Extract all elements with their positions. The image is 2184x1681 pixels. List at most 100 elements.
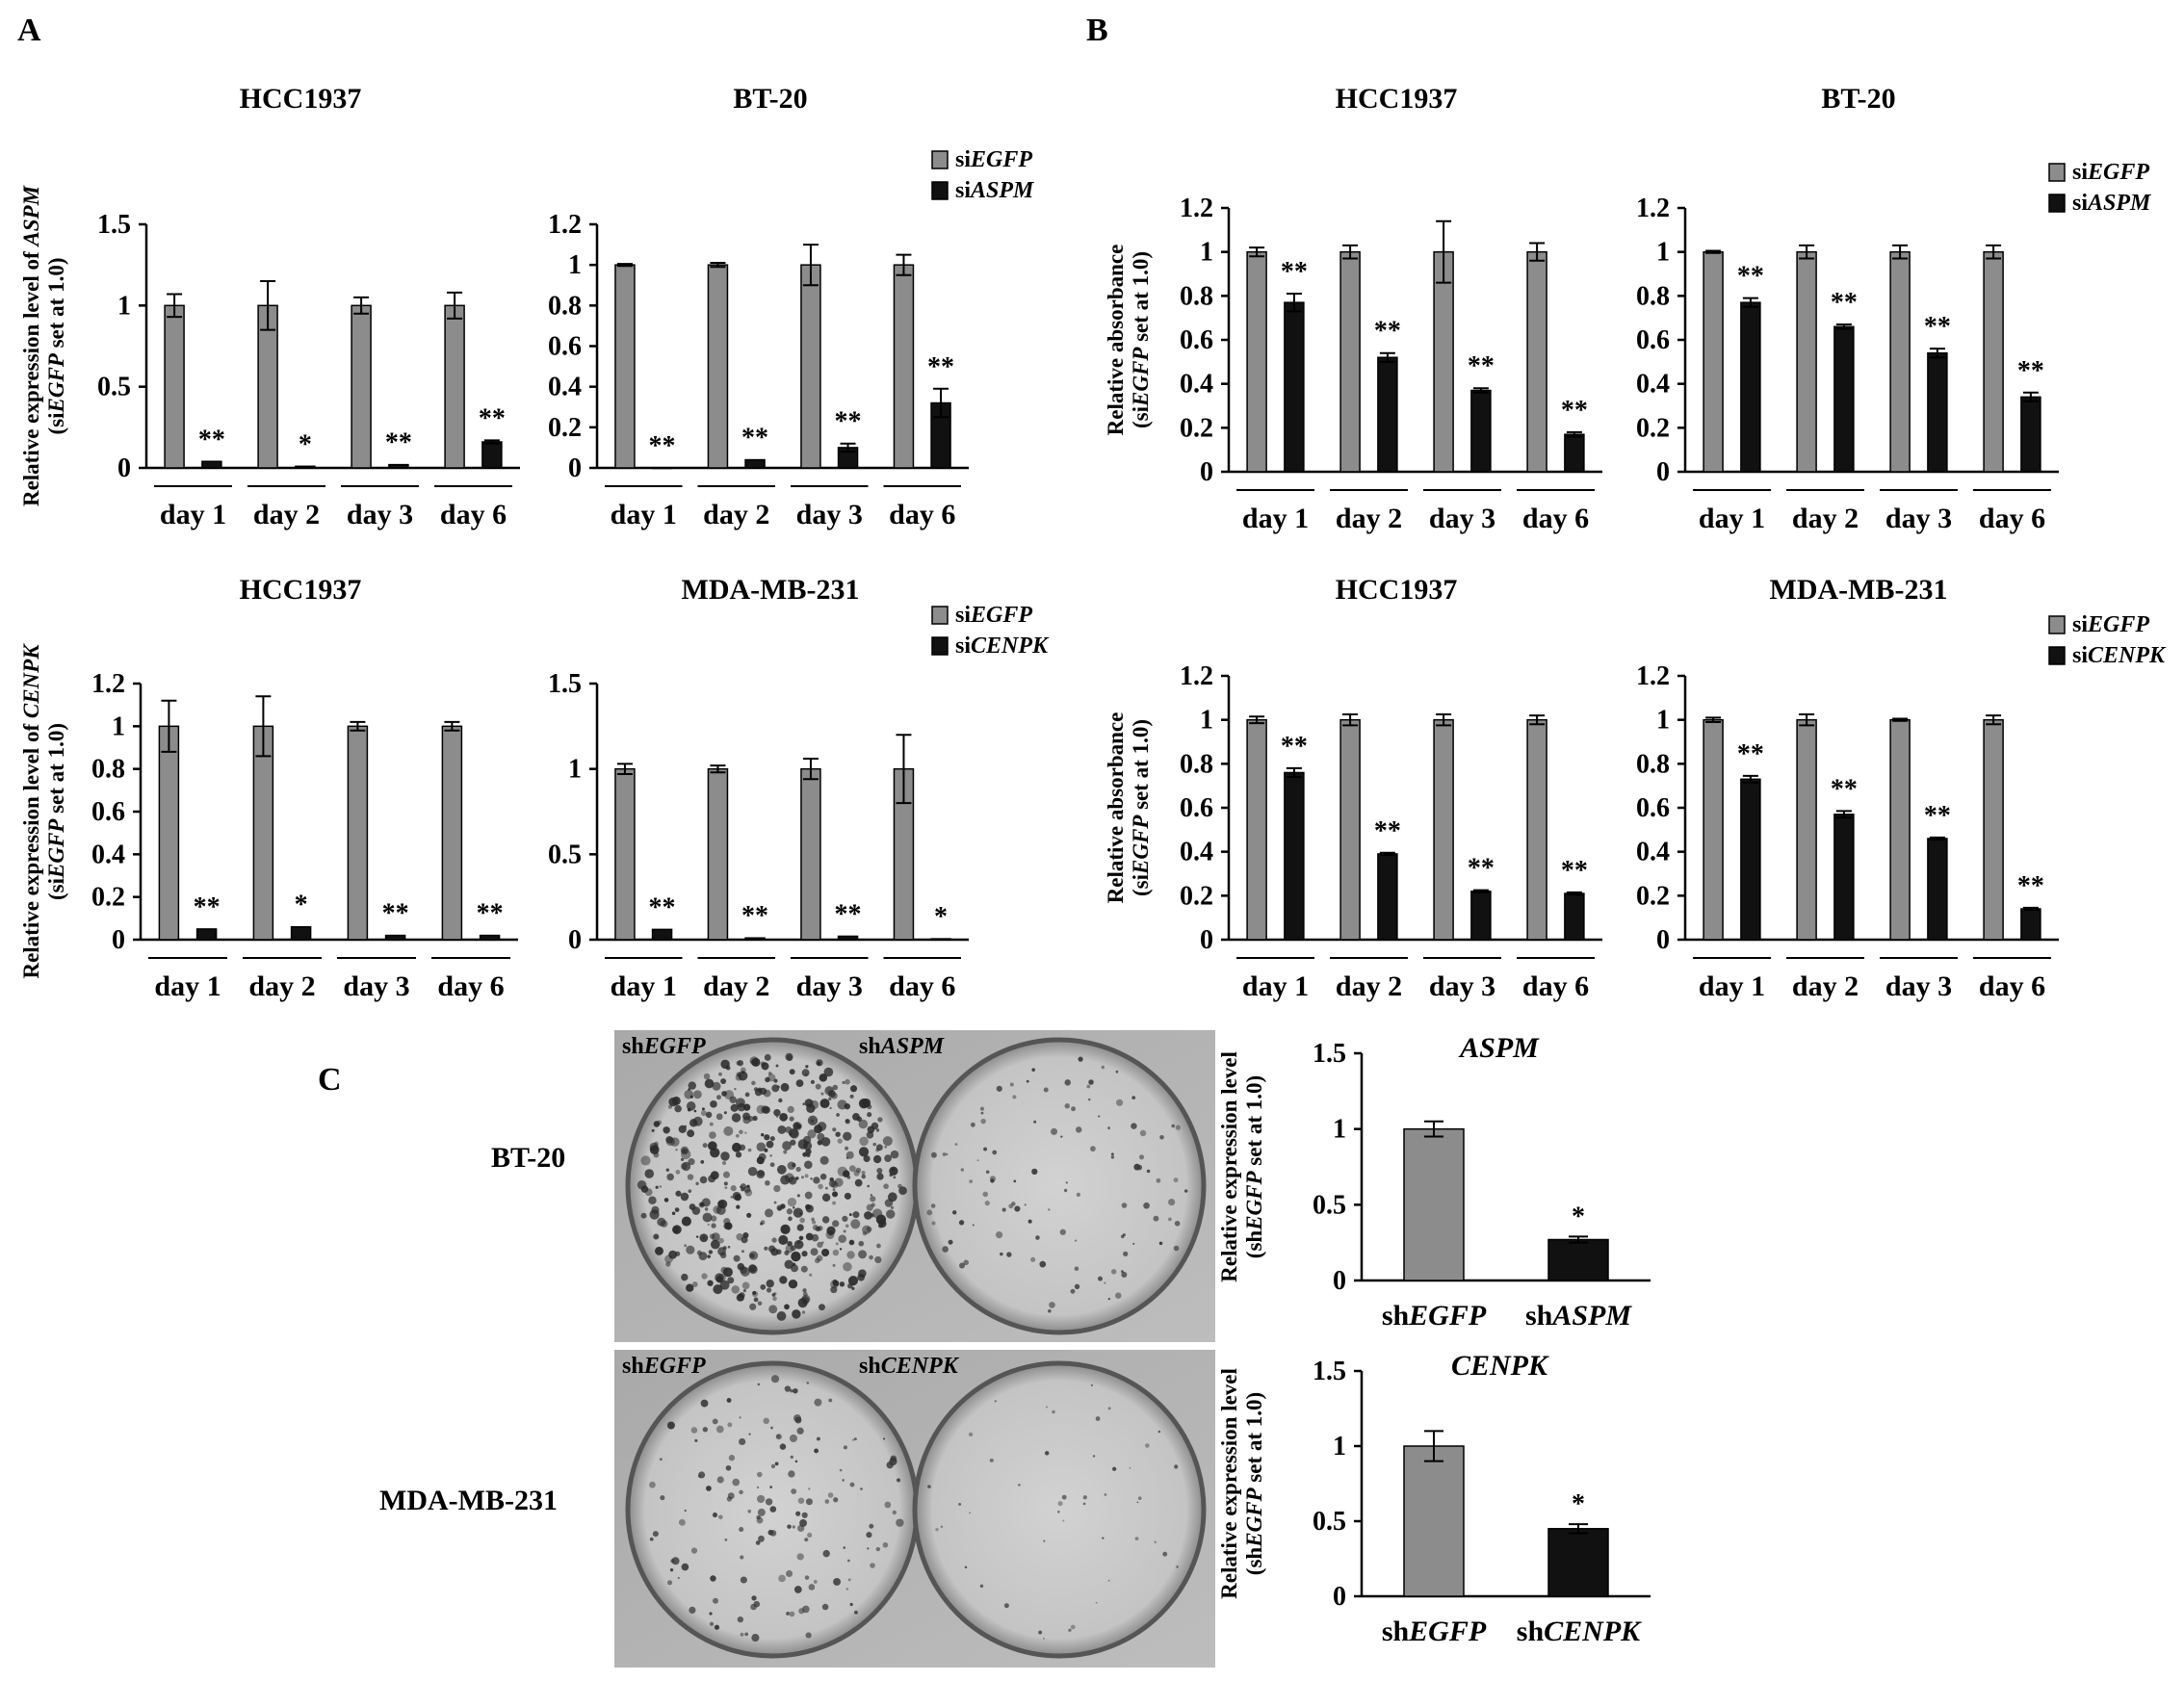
colony-dot <box>709 1122 714 1126</box>
colony-dot <box>721 1161 727 1166</box>
colony-dot <box>687 1107 691 1112</box>
y-tick-label: 0.6 <box>1180 325 1213 355</box>
colony-dot <box>757 1170 765 1177</box>
y-tick-label: 0.5 <box>97 373 131 402</box>
colony-dot <box>657 1217 666 1227</box>
colony-dot <box>1071 1106 1076 1112</box>
colony-dot <box>795 1511 801 1516</box>
y-tick-label: 0.6 <box>91 797 125 827</box>
colony-dot <box>725 1464 732 1471</box>
bar <box>1833 814 1855 941</box>
colony-dot <box>789 1611 795 1617</box>
y-tick-label: 0.5 <box>548 840 582 869</box>
colony-dot <box>1070 1288 1076 1294</box>
colony-dot <box>1138 1154 1145 1160</box>
colony-dot <box>846 1559 850 1563</box>
colony-dot <box>719 1280 730 1290</box>
bar <box>1703 250 1724 473</box>
colony-dot <box>886 1209 896 1219</box>
colony-dot <box>731 1113 741 1123</box>
colony-dot <box>843 1229 846 1233</box>
y-tick-label: 1 <box>1656 238 1670 268</box>
colony-dot <box>816 1436 820 1441</box>
colony-dot <box>757 1471 763 1478</box>
legend-swatch <box>931 636 949 656</box>
colony-dot <box>884 1199 894 1207</box>
colony-dot <box>665 1168 669 1172</box>
bar <box>1433 718 1454 941</box>
colony-dot <box>780 1203 786 1209</box>
category-label: day 6 <box>440 499 507 530</box>
colony-dot <box>1168 1217 1172 1222</box>
colony-dot <box>756 1516 764 1524</box>
colony-dot <box>806 1102 811 1107</box>
colony-dot <box>875 1546 881 1552</box>
y-tick-label: 0 <box>1656 457 1670 487</box>
colony-dot <box>806 1382 810 1384</box>
colony-dot <box>649 1537 654 1541</box>
colony-dot <box>842 1170 850 1177</box>
colony-dot <box>813 1580 818 1584</box>
colony-dot <box>652 1531 659 1538</box>
colony-dot <box>811 1217 815 1222</box>
colony-dot <box>832 1188 836 1191</box>
colony-dot <box>640 1212 647 1219</box>
colony-dot <box>718 1072 722 1076</box>
colony-dot <box>688 1189 692 1193</box>
colony-dot <box>845 1119 849 1123</box>
colony-dot <box>828 1179 837 1188</box>
colony-dot <box>851 1438 855 1441</box>
colony-dot <box>839 1248 843 1251</box>
colony-dot <box>791 1264 799 1273</box>
colony-dot <box>926 1209 933 1216</box>
colony-dot <box>867 1112 872 1118</box>
colony-dot <box>767 1073 776 1082</box>
colony-dot <box>1131 1123 1137 1129</box>
y-tick-label: 0.4 <box>1180 370 1213 400</box>
colony-dot <box>862 1225 871 1234</box>
y-axis-label: Relative absorbance <box>1104 245 1128 436</box>
significance-mark: ** <box>1281 732 1308 762</box>
colony-dot <box>775 1064 779 1068</box>
colony-dot <box>707 1280 714 1286</box>
colony-dot <box>807 1115 819 1126</box>
colony-dot <box>960 1168 965 1172</box>
colony-dot <box>710 1215 717 1222</box>
colony-dot <box>845 1224 849 1228</box>
colony-dot <box>681 1149 691 1160</box>
colony-dot <box>736 1293 744 1302</box>
colony-dot <box>666 1580 673 1586</box>
panel-label-b: B <box>1086 13 1108 48</box>
colony-dot <box>804 1575 810 1580</box>
colony-dot <box>814 1398 822 1407</box>
colony-dot <box>772 1296 777 1302</box>
colony-dot <box>1175 1125 1181 1130</box>
colony-dot <box>729 1096 737 1103</box>
colony-dot <box>665 1261 671 1267</box>
colony-dot <box>832 1249 840 1256</box>
colony-dot <box>1018 1484 1021 1487</box>
colony-dot <box>787 1240 793 1247</box>
colony-dot <box>760 1061 766 1067</box>
bar <box>1403 1127 1465 1281</box>
colony-dot <box>736 1072 741 1077</box>
y-tick-label: 1 <box>1656 706 1670 736</box>
colony-dot <box>979 1106 985 1111</box>
colony-dot <box>771 1237 777 1243</box>
colony-dot <box>870 1194 873 1197</box>
y-tick-label: 0 <box>112 925 125 955</box>
colony-dot <box>1136 1501 1139 1504</box>
colony-dot <box>858 1240 865 1247</box>
colony-dot <box>756 1142 767 1151</box>
colony-dot <box>1162 1551 1168 1557</box>
colony-dot <box>1074 1283 1080 1290</box>
colony-dot <box>702 1212 713 1223</box>
colony-dot <box>963 1259 969 1266</box>
colony-dot <box>810 1079 816 1084</box>
colony-dot <box>969 1179 974 1184</box>
colony-dot <box>784 1304 790 1310</box>
category-label: day 1 <box>1699 970 1765 1002</box>
significance-mark: ** <box>479 403 506 433</box>
colony-dot <box>1088 1079 1094 1085</box>
colony-dot <box>732 1191 741 1201</box>
